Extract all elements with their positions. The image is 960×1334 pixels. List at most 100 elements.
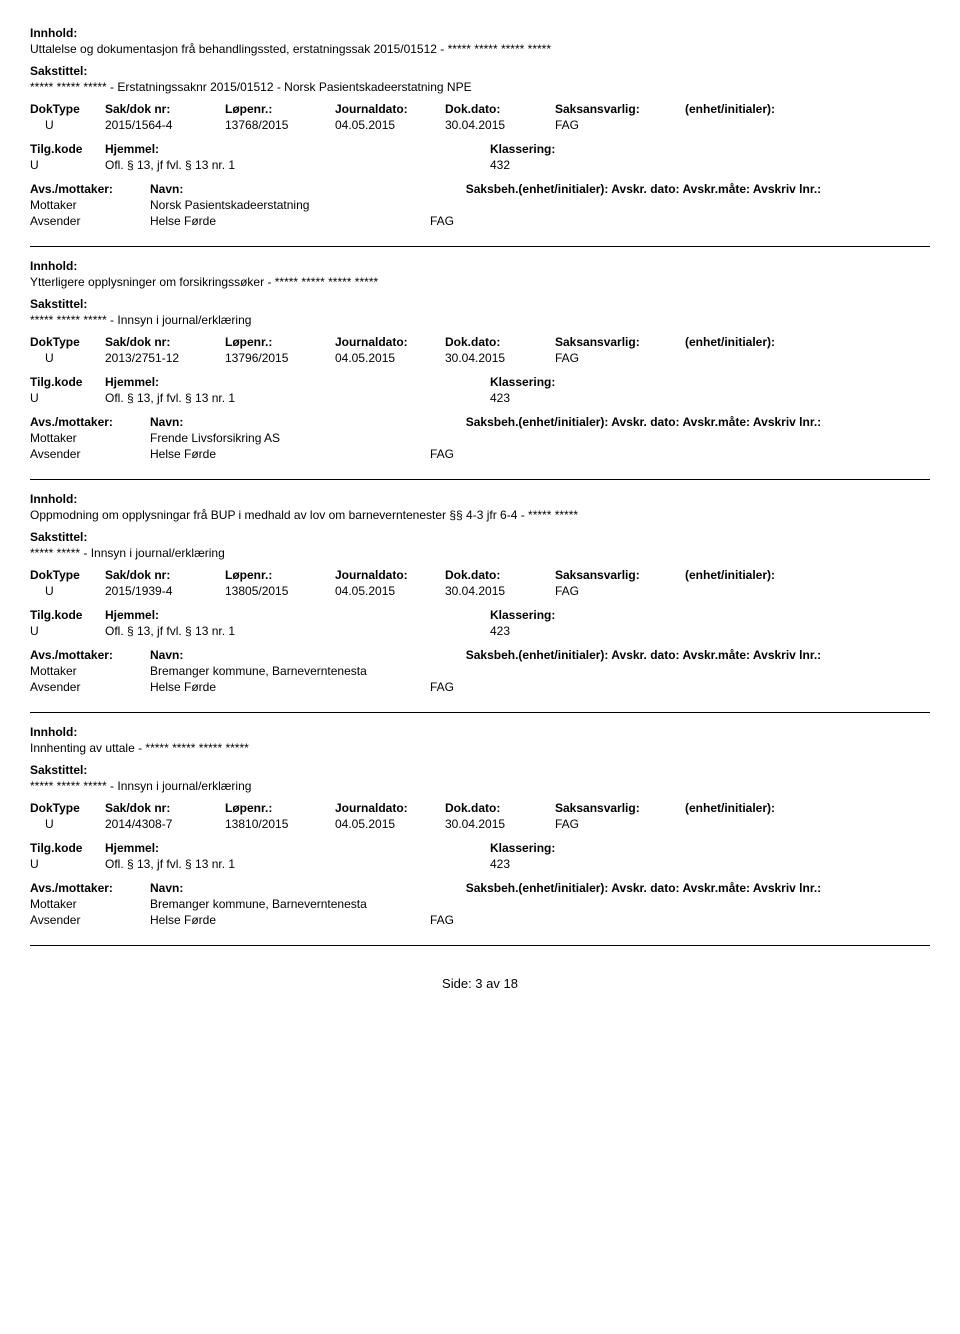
journal-record: Innhold: Oppmodning om opplysningar frå …: [30, 492, 930, 713]
lopenr-value: 13810/2015: [225, 817, 335, 831]
meta-data-row: U 2013/2751-12 13796/2015 04.05.2015 30.…: [30, 351, 930, 365]
mottaker-navn: Frende Livsforsikring AS: [150, 431, 430, 445]
ddato-value: 30.04.2015: [445, 118, 555, 132]
avsender-row: Avsender Helse Førde FAG: [30, 913, 930, 927]
mottaker-label: Mottaker: [30, 198, 150, 212]
lopenr-header: Løpenr.:: [225, 801, 335, 815]
avsender-navn: Helse Førde: [150, 447, 430, 461]
jdato-header: Journaldato:: [335, 335, 445, 349]
innhold-value: Uttalelse og dokumentasjon frå behandlin…: [30, 42, 930, 56]
avsender-label: Avsender: [30, 214, 150, 228]
saknr-value: 2013/2751-12: [105, 351, 225, 365]
ddato-header: Dok.dato:: [445, 801, 555, 815]
mottaker-navn: Bremanger kommune, Barneverntenesta: [150, 664, 430, 678]
innhold-value: Ytterligere opplysninger om forsikringss…: [30, 275, 930, 289]
ansvarlig-value: FAG: [555, 817, 685, 831]
avsender-row: Avsender Helse Førde FAG: [30, 214, 930, 228]
lopenr-header: Løpenr.:: [225, 102, 335, 116]
mottaker-label: Mottaker: [30, 897, 150, 911]
saknr-value: 2014/4308-7: [105, 817, 225, 831]
meta-data-row: U 2014/4308-7 13810/2015 04.05.2015 30.0…: [30, 817, 930, 831]
ddato-value: 30.04.2015: [445, 584, 555, 598]
mottaker-fag: [430, 431, 490, 445]
mottaker-navn: Bremanger kommune, Barneverntenesta: [150, 897, 430, 911]
ansvarlig-header: Saksansvarlig:: [555, 568, 685, 582]
avsmottaker-header: Avs./mottaker:: [30, 415, 150, 429]
avsender-fag: FAG: [430, 447, 490, 461]
ddato-value: 30.04.2015: [445, 817, 555, 831]
avsmottaker-header: Avs./mottaker:: [30, 182, 150, 196]
lopenr-header: Løpenr.:: [225, 335, 335, 349]
klassering-header: Klassering:: [490, 142, 690, 156]
saknr-header: Sak/dok nr:: [105, 801, 225, 815]
tilgkode-value: U: [30, 624, 105, 638]
sakstittel-value: ***** ***** ***** - Innsyn i journal/erk…: [30, 313, 930, 327]
mottaker-fag: [430, 664, 490, 678]
saknr-header: Sak/dok nr:: [105, 568, 225, 582]
jdato-header: Journaldato:: [335, 102, 445, 116]
innhold-label: Innhold:: [30, 259, 930, 273]
class-header-row: Tilg.kode Hjemmel: Klassering:: [30, 841, 930, 855]
class-data-row: U Ofl. § 13, jf fvl. § 13 nr. 1 423: [30, 391, 930, 405]
ansvarlig-header: Saksansvarlig:: [555, 335, 685, 349]
doktype-header: DokType: [30, 335, 105, 349]
hjemmel-header: Hjemmel:: [105, 608, 490, 622]
party-header-row: Avs./mottaker: Navn: Saksbeh.(enhet/init…: [30, 415, 930, 429]
tilgkode-header: Tilg.kode: [30, 142, 105, 156]
enhet-value: [685, 584, 835, 598]
innhold-label: Innhold:: [30, 492, 930, 506]
jdato-header: Journaldato:: [335, 568, 445, 582]
avsender-fag: FAG: [430, 214, 490, 228]
ddato-value: 30.04.2015: [445, 351, 555, 365]
tilgkode-header: Tilg.kode: [30, 841, 105, 855]
navn-header: Navn:: [150, 415, 466, 429]
tilgkode-value: U: [30, 158, 105, 172]
party-header-row: Avs./mottaker: Navn: Saksbeh.(enhet/init…: [30, 648, 930, 662]
mottaker-row: Mottaker Frende Livsforsikring AS: [30, 431, 930, 445]
class-data-row: U Ofl. § 13, jf fvl. § 13 nr. 1 423: [30, 624, 930, 638]
sakstittel-label: Sakstittel:: [30, 763, 930, 777]
sakstittel-label: Sakstittel:: [30, 64, 930, 78]
lopenr-value: 13796/2015: [225, 351, 335, 365]
ddato-header: Dok.dato:: [445, 568, 555, 582]
journal-record: Innhold: Innhenting av uttale - ***** **…: [30, 725, 930, 946]
jdato-value: 04.05.2015: [335, 817, 445, 831]
hjemmel-value: Ofl. § 13, jf fvl. § 13 nr. 1: [105, 624, 490, 638]
doktype-header: DokType: [30, 568, 105, 582]
jdato-value: 04.05.2015: [335, 584, 445, 598]
klassering-value: 423: [490, 391, 690, 405]
innhold-label: Innhold:: [30, 26, 930, 40]
saksbeh-header: Saksbeh.(enhet/initialer): Avskr. dato: …: [466, 881, 930, 895]
avsender-row: Avsender Helse Førde FAG: [30, 680, 930, 694]
innhold-label: Innhold:: [30, 725, 930, 739]
enhet-value: [685, 817, 835, 831]
avsender-label: Avsender: [30, 447, 150, 461]
mottaker-row: Mottaker Bremanger kommune, Barnevernten…: [30, 897, 930, 911]
meta-header-row: DokType Sak/dok nr: Løpenr.: Journaldato…: [30, 568, 930, 582]
jdato-value: 04.05.2015: [335, 351, 445, 365]
ddato-header: Dok.dato:: [445, 102, 555, 116]
tilgkode-value: U: [30, 391, 105, 405]
class-data-row: U Ofl. § 13, jf fvl. § 13 nr. 1 423: [30, 857, 930, 871]
avsender-fag: FAG: [430, 680, 490, 694]
sakstittel-label: Sakstittel:: [30, 297, 930, 311]
navn-header: Navn:: [150, 881, 466, 895]
mottaker-label: Mottaker: [30, 431, 150, 445]
mottaker-fag: [430, 198, 490, 212]
avsender-navn: Helse Førde: [150, 913, 430, 927]
navn-header: Navn:: [150, 182, 466, 196]
meta-header-row: DokType Sak/dok nr: Løpenr.: Journaldato…: [30, 801, 930, 815]
avsender-navn: Helse Førde: [150, 680, 430, 694]
page-footer: Side: 3 av 18: [30, 976, 930, 991]
saknr-header: Sak/dok nr:: [105, 335, 225, 349]
hjemmel-header: Hjemmel:: [105, 375, 490, 389]
klassering-value: 423: [490, 624, 690, 638]
jdato-value: 04.05.2015: [335, 118, 445, 132]
meta-data-row: U 2015/1564-4 13768/2015 04.05.2015 30.0…: [30, 118, 930, 132]
innhold-value: Innhenting av uttale - ***** ***** *****…: [30, 741, 930, 755]
tilgkode-header: Tilg.kode: [30, 375, 105, 389]
meta-header-row: DokType Sak/dok nr: Løpenr.: Journaldato…: [30, 102, 930, 116]
doktype-value: U: [30, 817, 105, 831]
navn-header: Navn:: [150, 648, 466, 662]
sakstittel-label: Sakstittel:: [30, 530, 930, 544]
